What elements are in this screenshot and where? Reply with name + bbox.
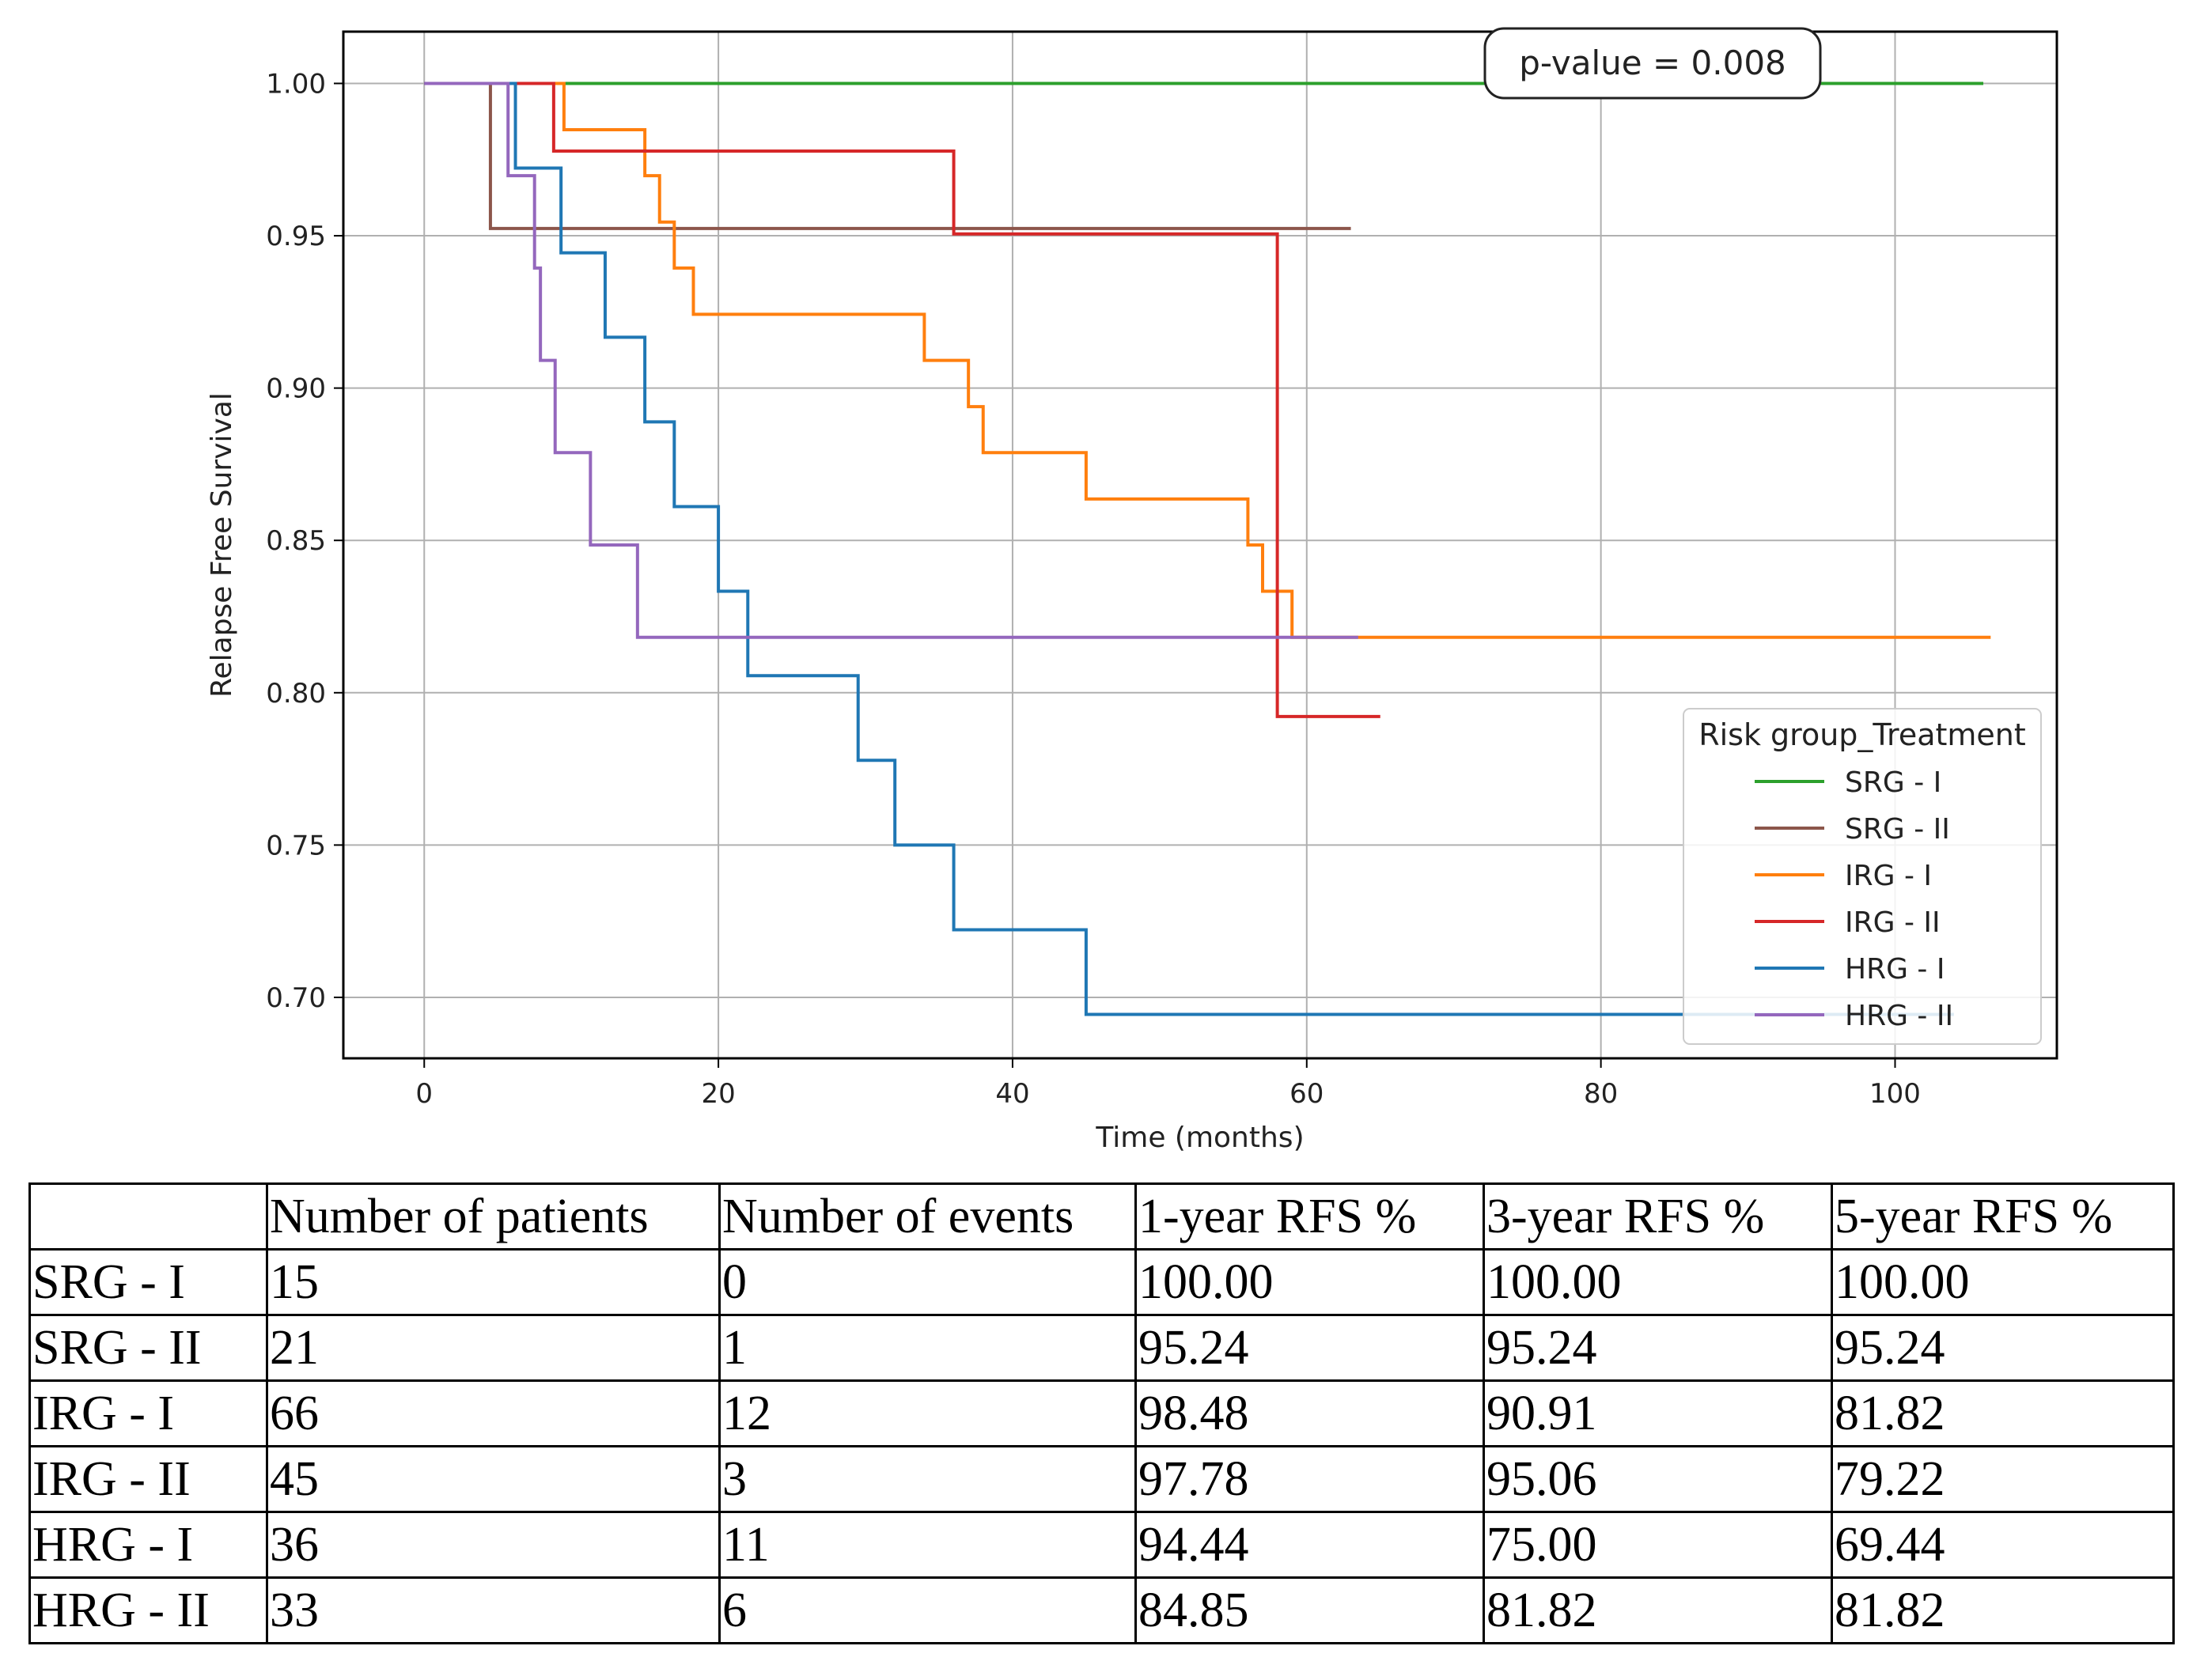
legend-title: Risk group_Treatment — [1698, 717, 2026, 752]
axis-ticks: 0 20 40 60 80 100 0.70 0.75 0.80 0.85 0.90 0.95 1.00 — [266, 68, 1921, 1110]
legend-entry-label: HRG - II — [1845, 1000, 1953, 1032]
y-tick-label: 0.70 — [266, 982, 326, 1014]
x-axis-title: Time (months) — [1095, 1122, 1304, 1154]
table-cell: 94.44 — [1134, 1511, 1485, 1579]
p-value-box — [1483, 27, 1822, 100]
y-tick-label: 0.90 — [266, 373, 326, 405]
legend-entry-label: IRG - II — [1845, 906, 1941, 939]
legend-frame — [1683, 708, 2042, 1045]
p-value-annotation: p-value = 0.008 — [1483, 27, 1822, 100]
row-group-cell: SRG - I — [28, 1248, 268, 1316]
table-cell: 100.00 — [1831, 1248, 2175, 1316]
table-cell: 100.00 — [1134, 1248, 1485, 1316]
row-group-cell: IRG - II — [28, 1445, 268, 1513]
table-cell: 95.24 — [1831, 1314, 2175, 1382]
table-cell: 75.00 — [1483, 1511, 1833, 1579]
table-row: SRG - I 15 0 100.00 100.00 100.00 — [28, 1248, 2175, 1316]
table-cell: 3 — [718, 1445, 1137, 1513]
table-cell: 36 — [266, 1511, 721, 1579]
series-line-hrg-ii — [424, 81, 1358, 639]
km-chart: 0 20 40 60 80 100 0.70 0.75 0.80 0.85 0.90 0.95 1.00… — [206, 27, 2058, 1154]
table-header-cell: 5-year RFS % — [1831, 1182, 2175, 1251]
table-cell: 66 — [266, 1379, 721, 1447]
x-tick-label: 60 — [1289, 1078, 1324, 1110]
table-row: SRG - II 21 1 95.24 95.24 95.24 — [28, 1314, 2175, 1382]
x-tick-label: 80 — [1584, 1078, 1618, 1110]
table-cell: 81.82 — [1831, 1379, 2175, 1447]
table-cell: 1 — [718, 1314, 1137, 1382]
table-header-cell: Number of events — [718, 1182, 1137, 1251]
table-cell: 97.78 — [1134, 1445, 1485, 1513]
table-cell: 12 — [718, 1379, 1137, 1447]
table-cell: 100.00 — [1483, 1248, 1833, 1316]
y-tick-label: 0.95 — [266, 221, 326, 252]
y-tick-label: 0.85 — [266, 525, 326, 557]
legend: Risk group_Treatment SRG - I SRG - II IRG … — [1683, 708, 2042, 1045]
table-header-cell: 1-year RFS % — [1134, 1182, 1485, 1251]
legend-entry-label: SRG - II — [1845, 813, 1950, 846]
series-lines — [424, 81, 1991, 1016]
table-cell: 95.24 — [1483, 1314, 1833, 1382]
table-header-cell — [28, 1182, 268, 1251]
table-row: IRG - II 45 3 97.78 95.06 79.22 — [28, 1445, 2175, 1513]
table-header-cell: Number of patients — [266, 1182, 721, 1251]
x-tick-label: 100 — [1869, 1078, 1921, 1110]
row-group-cell: SRG - II — [28, 1314, 268, 1382]
y-axis-title: Relapse Free Survival — [206, 392, 238, 698]
table-cell: 95.24 — [1134, 1314, 1485, 1382]
table-cell: 98.48 — [1134, 1379, 1485, 1447]
row-group-cell: HRG - I — [28, 1511, 268, 1579]
table-cell: 81.82 — [1831, 1576, 2175, 1644]
legend-entries: SRG - I SRG - II IRG - I IRG - II HRG - I HRG… — [1755, 766, 1953, 1032]
legend-entry-label: IRG - I — [1845, 860, 1932, 892]
table-cell: 90.91 — [1483, 1379, 1833, 1447]
table-cell: 11 — [718, 1511, 1137, 1579]
x-tick-label: 0 — [415, 1078, 433, 1110]
table-cell: 84.85 — [1134, 1576, 1485, 1644]
table-cell: 45 — [266, 1445, 721, 1513]
plot-frame — [342, 30, 2058, 1060]
x-tick-label: 40 — [995, 1078, 1029, 1110]
table-header-cell: 3-year RFS % — [1483, 1182, 1833, 1251]
p-value-label: p-value = 0.008 — [1519, 44, 1786, 82]
rfs-summary-table: Number of patients Number of events 1-ye… — [28, 1182, 2175, 1644]
legend-entry-label: HRG - I — [1845, 953, 1945, 986]
table-cell: 0 — [718, 1248, 1137, 1316]
y-tick-label: 0.75 — [266, 830, 326, 861]
series-line-hrg-i — [424, 81, 1954, 1016]
table-header-row: Number of patients Number of events 1-ye… — [28, 1182, 2175, 1251]
legend-entry-label: SRG - I — [1845, 766, 1941, 799]
table-cell: 69.44 — [1831, 1511, 2175, 1579]
table-cell: 33 — [266, 1576, 721, 1644]
table-row: HRG - I 36 11 94.44 75.00 69.44 — [28, 1511, 2175, 1579]
y-tick-label: 0.80 — [266, 678, 326, 709]
table-cell: 81.82 — [1483, 1576, 1833, 1644]
y-tick-label: 1.00 — [266, 68, 326, 100]
table-cell: 79.22 — [1831, 1445, 2175, 1513]
series-line-irg-i — [424, 81, 1991, 639]
table-cell: 21 — [266, 1314, 721, 1382]
table-row: IRG - I 66 12 98.48 90.91 81.82 — [28, 1379, 2175, 1447]
table-row: HRG - II 33 6 84.85 81.82 81.82 — [28, 1576, 2175, 1644]
table-cell: 6 — [718, 1576, 1137, 1644]
row-group-cell: IRG - I — [28, 1379, 268, 1447]
x-tick-label: 20 — [701, 1078, 735, 1110]
table-cell: 15 — [266, 1248, 721, 1316]
row-group-cell: HRG - II — [28, 1576, 268, 1644]
table-cell: 95.06 — [1483, 1445, 1833, 1513]
